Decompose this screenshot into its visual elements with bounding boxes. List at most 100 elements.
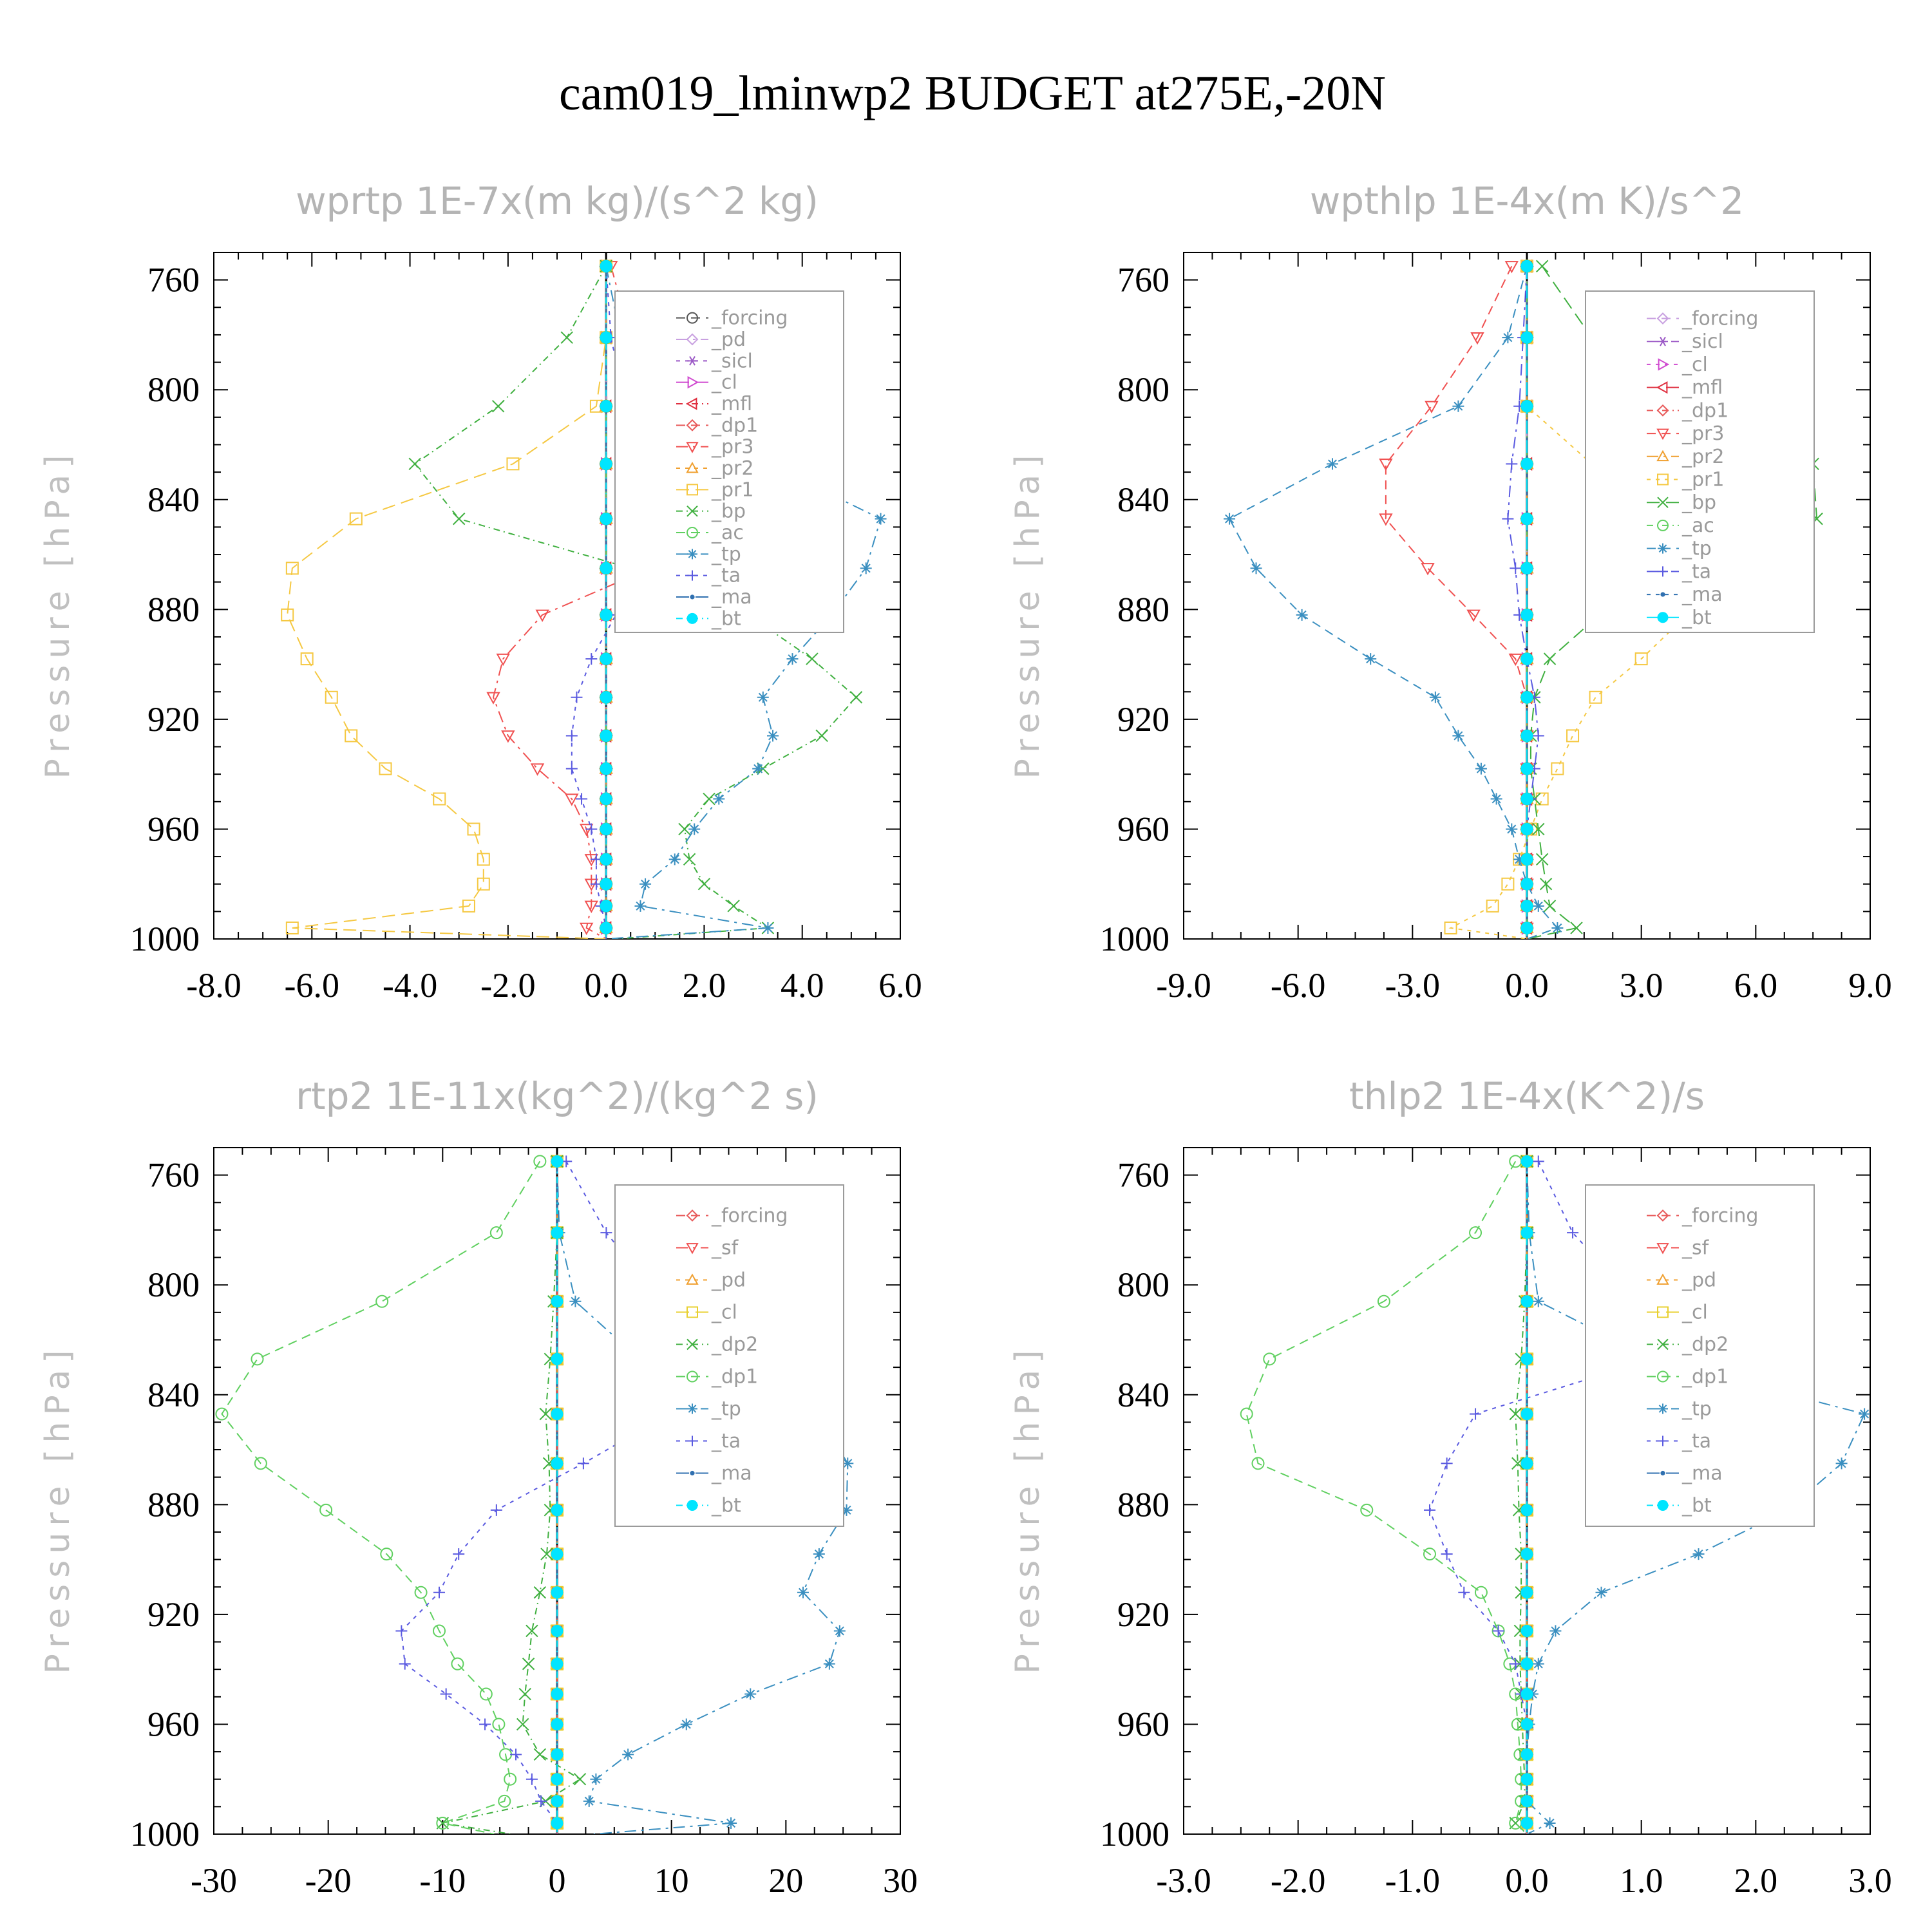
legend-label: _bp xyxy=(1681,491,1716,514)
y-tick-label: 920 xyxy=(1117,700,1170,739)
y-tick-label: 760 xyxy=(147,261,200,299)
data-point xyxy=(345,729,358,743)
data-point xyxy=(600,922,612,934)
y-tick-label: 960 xyxy=(147,810,200,848)
y-tick-label: 880 xyxy=(147,1485,200,1524)
legend-label: _pd xyxy=(1681,1269,1716,1292)
data-point xyxy=(1520,1504,1533,1517)
data-point xyxy=(1520,457,1533,470)
legend-marker xyxy=(1656,312,1669,325)
legend-label: _cl xyxy=(1681,1302,1708,1324)
x-tick-label: -6.0 xyxy=(285,966,339,1005)
data-point xyxy=(639,878,652,890)
legend-label: _dp1 xyxy=(711,1366,758,1388)
y-tick-label: 920 xyxy=(147,700,200,739)
x-tick-label: -6.0 xyxy=(1271,966,1325,1005)
data-point xyxy=(1535,853,1549,866)
legend-marker xyxy=(687,570,697,581)
data-point xyxy=(551,1155,564,1168)
legend-label: _ac xyxy=(711,522,744,544)
data-point xyxy=(1490,793,1502,805)
legend-marker xyxy=(687,1370,698,1383)
data-point xyxy=(806,652,819,665)
data-point xyxy=(551,1295,564,1308)
data-point xyxy=(486,692,500,705)
data-point xyxy=(453,1548,465,1560)
data-point xyxy=(349,512,363,526)
data-point xyxy=(683,853,696,866)
y-tick-label: 800 xyxy=(1117,370,1170,409)
data-point xyxy=(1520,1624,1533,1637)
data-point xyxy=(1466,609,1481,622)
x-tick-label: 6.0 xyxy=(1734,966,1778,1005)
y-tick-label: 760 xyxy=(1117,1156,1170,1195)
data-point xyxy=(325,690,338,704)
data-point xyxy=(1504,261,1519,274)
data-point xyxy=(436,1816,450,1830)
data-point xyxy=(727,900,740,913)
series-line-dp1 xyxy=(221,1160,541,1834)
data-point xyxy=(1263,1352,1276,1366)
legend-label: _dp2 xyxy=(711,1334,758,1356)
x-tick-label: 20 xyxy=(768,1861,803,1900)
data-point xyxy=(600,691,612,704)
data-point xyxy=(1441,1548,1453,1560)
data-point xyxy=(569,1295,582,1307)
legend-label: _ac xyxy=(1681,515,1714,537)
legend-marker xyxy=(1658,566,1668,577)
data-point xyxy=(1520,1352,1533,1365)
legend-label: _dp1 xyxy=(1681,1366,1728,1388)
data-point xyxy=(551,1504,564,1517)
y-axis-label: Pressure [hPa] xyxy=(39,449,77,779)
data-point xyxy=(1444,921,1457,934)
x-tick-label: 30 xyxy=(883,1861,918,1900)
data-point xyxy=(1474,1586,1488,1599)
data-point xyxy=(1501,877,1515,891)
data-point xyxy=(462,899,475,913)
series-group xyxy=(1224,259,1823,939)
legend-marker xyxy=(687,312,698,324)
legend-marker xyxy=(1657,612,1669,623)
data-point xyxy=(757,691,769,703)
x-tick-label: 0.0 xyxy=(1505,1861,1549,1900)
legend: _forcing _sf _pd _cl _dp2 _dp1 _tp _ta _ma _bt xyxy=(614,1184,844,1527)
series-line-tp xyxy=(1228,266,1559,939)
series-line-pr1 xyxy=(287,266,607,939)
data-point xyxy=(433,1624,446,1638)
legend-label: _dp1 xyxy=(1681,399,1728,422)
data-point xyxy=(551,1795,564,1808)
data-point xyxy=(535,609,549,622)
y-tick-label: 920 xyxy=(147,1595,200,1634)
x-tick-label: 10 xyxy=(654,1861,689,1900)
legend-label: _dp2 xyxy=(1681,1334,1728,1356)
data-point xyxy=(1543,652,1557,665)
y-axis-label: Pressure [hPa] xyxy=(1009,1344,1047,1674)
data-point xyxy=(530,763,545,776)
data-point xyxy=(573,1773,587,1786)
legend-box xyxy=(614,290,844,633)
legend-marker xyxy=(1658,336,1668,346)
legend-marker xyxy=(1657,1306,1669,1318)
data-point xyxy=(1520,878,1533,891)
x-tick-label: 0.0 xyxy=(584,966,628,1005)
data-point xyxy=(281,608,294,621)
data-point xyxy=(600,609,612,621)
data-point xyxy=(551,1624,564,1637)
data-point xyxy=(1549,1625,1562,1637)
legend-marker xyxy=(687,505,698,517)
chart-panel-3: rtp2 1E-11x(kg^2)/(kg^2 s) Pressure [hPa]… xyxy=(39,1074,918,1900)
data-point xyxy=(1520,652,1533,665)
legend-marker xyxy=(1656,428,1669,440)
data-point xyxy=(1520,729,1533,742)
x-tick-label: 2.0 xyxy=(1734,1861,1778,1900)
data-point xyxy=(551,1688,564,1701)
legend-label: _pr3 xyxy=(711,436,753,459)
x-tick-label: 6.0 xyxy=(878,966,922,1005)
data-point xyxy=(399,1658,411,1670)
legend-label: _sicl xyxy=(711,350,753,372)
data-point xyxy=(600,457,612,470)
data-point xyxy=(479,1718,491,1730)
data-point xyxy=(1520,331,1533,344)
data-point xyxy=(1470,1408,1482,1420)
y-tick-label: 960 xyxy=(147,1705,200,1743)
